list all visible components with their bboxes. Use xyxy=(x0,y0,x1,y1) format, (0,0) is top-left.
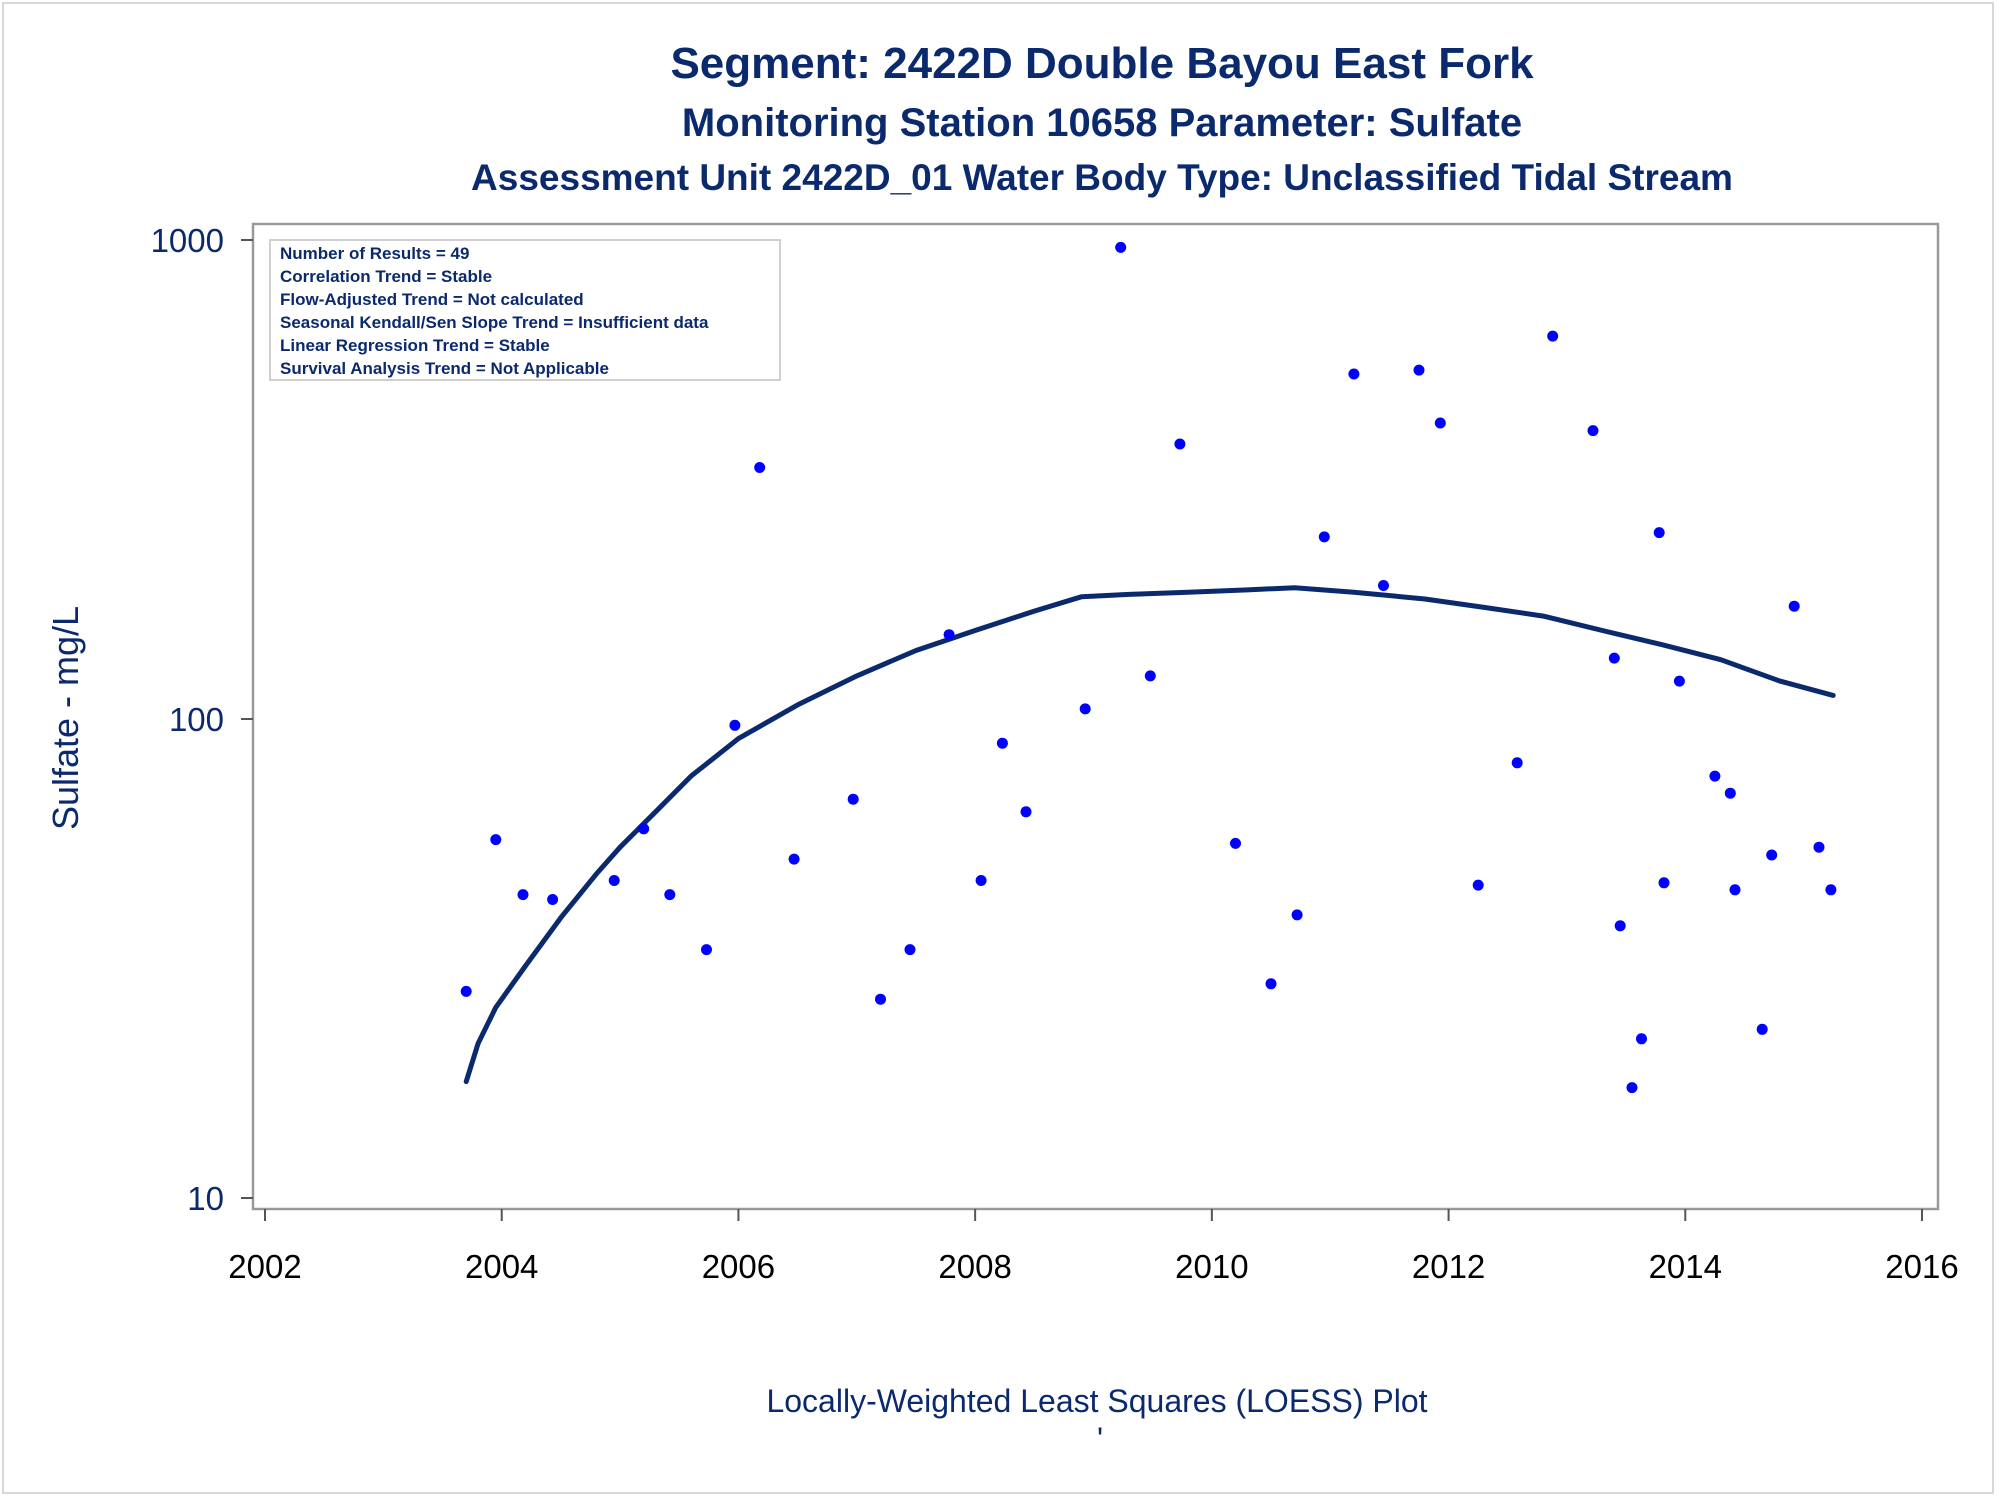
x-axis: 2002 2004 2006 2008 2010 2012 2014 2016 xyxy=(228,1209,1959,1285)
data-point xyxy=(1434,417,1446,429)
data-point xyxy=(1608,652,1620,664)
data-point xyxy=(1653,527,1665,539)
data-point xyxy=(664,889,676,901)
data-point xyxy=(1265,978,1277,990)
data-point xyxy=(1658,877,1670,889)
data-point xyxy=(1813,841,1825,853)
y-tick-label: 100 xyxy=(169,701,224,738)
stats-box: Number of Results = 49 Correlation Trend… xyxy=(269,239,781,381)
chart-footnote: Locally-Weighted Least Squares (LOESS) P… xyxy=(766,1383,1427,1419)
chart-subtitle: Monitoring Station 10658 Parameter: Sulf… xyxy=(682,101,1522,145)
data-point xyxy=(847,793,859,805)
data-point xyxy=(996,737,1008,749)
stats-line-results: Number of Results = 49 xyxy=(280,244,469,263)
data-point xyxy=(1729,884,1741,896)
data-point xyxy=(1825,884,1837,896)
data-point xyxy=(875,993,886,1005)
data-point xyxy=(1626,1082,1638,1094)
data-point xyxy=(1291,909,1303,921)
x-tick-label: 2002 xyxy=(228,1248,301,1285)
x-tick-label: 2012 xyxy=(1412,1248,1485,1285)
stats-line-correlation: Correlation Trend = Stable xyxy=(280,267,492,286)
stats-box-border xyxy=(269,239,781,381)
data-point xyxy=(1318,531,1330,543)
data-point xyxy=(1511,757,1523,769)
plot-area-frame xyxy=(251,222,1940,1211)
y-axis: 10 100 1000 xyxy=(151,222,253,1217)
chart-footnote-mark: ' xyxy=(1097,1421,1103,1457)
data-point xyxy=(1020,806,1032,818)
chart-title: Segment: 2422D Double Bayou East Fork xyxy=(670,39,1534,88)
data-point xyxy=(547,894,559,905)
data-point xyxy=(1709,770,1721,782)
data-point xyxy=(788,853,800,865)
data-point xyxy=(1144,670,1156,682)
data-point xyxy=(638,823,650,835)
stats-line-linear-regression: Linear Regression Trend = Stable xyxy=(280,336,550,355)
data-point xyxy=(460,985,472,997)
x-tick-label: 2016 xyxy=(1885,1248,1958,1285)
data-point xyxy=(1413,364,1425,376)
data-point xyxy=(1230,837,1241,849)
y-tick-label: 10 xyxy=(187,1180,224,1217)
data-point xyxy=(1378,580,1389,591)
data-point xyxy=(1348,368,1360,380)
loess-curve xyxy=(463,585,1836,1085)
data-point xyxy=(1766,849,1778,861)
data-point xyxy=(1673,675,1685,687)
chart-subtitle-2: Assessment Unit 2422D_01 Water Body Type… xyxy=(471,157,1733,198)
y-tick-label: 1000 xyxy=(151,222,224,259)
data-point xyxy=(1547,330,1559,342)
data-point xyxy=(1115,241,1127,253)
data-point xyxy=(975,875,987,886)
y-axis-label: Sulfate - mg/L xyxy=(45,606,86,830)
data-point xyxy=(1587,425,1599,437)
data-point xyxy=(608,875,620,886)
stats-line-seasonal-kendall: Seasonal Kendall/Sen Slope Trend = Insuf… xyxy=(280,313,709,332)
x-tick-label: 2010 xyxy=(1175,1248,1248,1285)
data-point xyxy=(729,719,741,731)
data-point xyxy=(943,629,955,641)
data-point xyxy=(1788,600,1800,612)
x-tick-label: 2008 xyxy=(938,1248,1011,1285)
data-point xyxy=(1724,787,1736,799)
data-point xyxy=(1636,1033,1647,1045)
data-points xyxy=(460,241,1837,1094)
data-point xyxy=(517,889,529,901)
data-point xyxy=(490,834,502,846)
data-point xyxy=(1472,879,1484,891)
stats-line-survival-analysis: Survival Analysis Trend = Not Applicable xyxy=(280,359,609,378)
x-tick-label: 2006 xyxy=(702,1248,775,1285)
data-point xyxy=(904,944,916,956)
data-point xyxy=(1614,920,1626,932)
data-point xyxy=(701,944,712,956)
data-point xyxy=(1756,1023,1768,1035)
data-point xyxy=(754,462,766,473)
x-tick-label: 2014 xyxy=(1649,1248,1722,1285)
stats-line-flow-adjusted: Flow-Adjusted Trend = Not calculated xyxy=(280,290,584,309)
data-point xyxy=(1174,438,1186,450)
data-point xyxy=(1079,703,1091,715)
x-tick-label: 2004 xyxy=(465,1248,538,1285)
